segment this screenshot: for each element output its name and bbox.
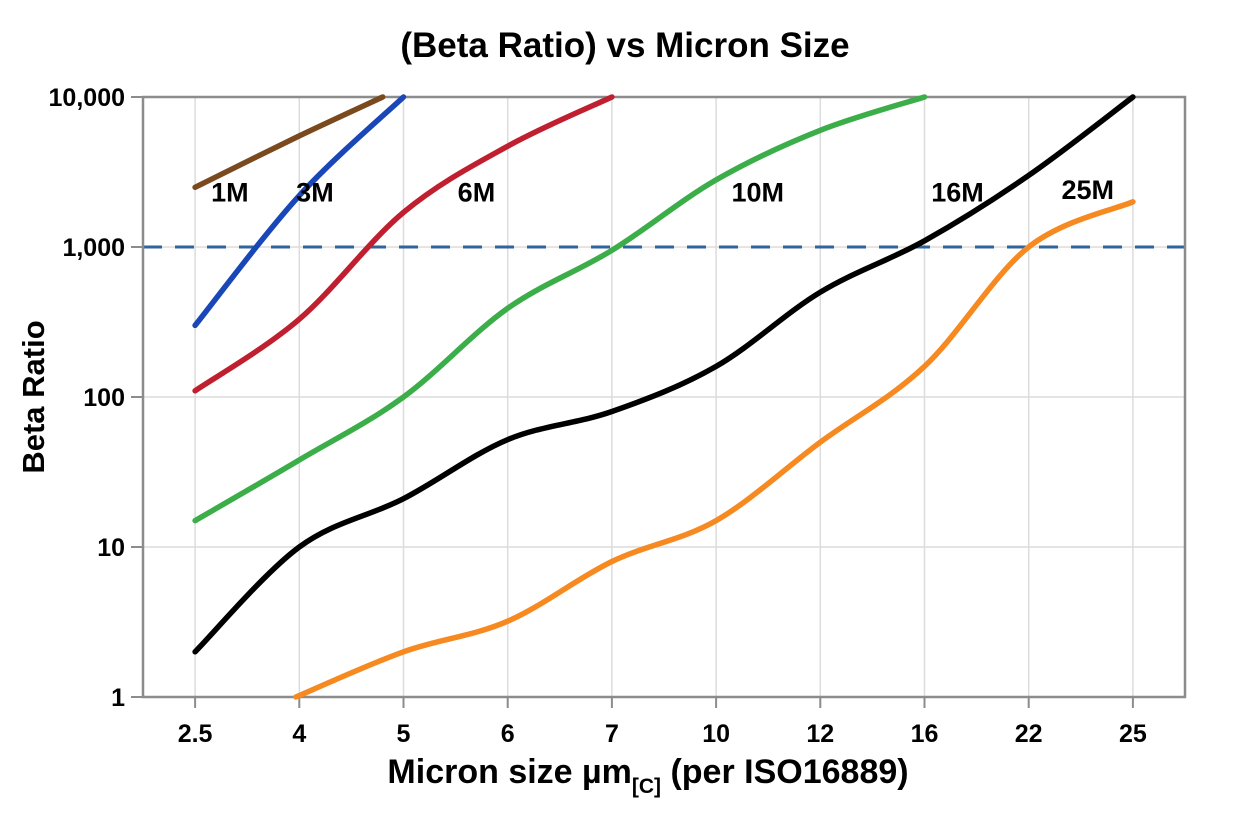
- curve-label-16M: 16M: [931, 178, 984, 208]
- series-labels: 1M 3M 6M 10M 16M 25M: [211, 175, 1114, 208]
- data-curves: [192, 94, 1136, 700]
- x-tick-label: 2.5: [178, 720, 213, 748]
- curve-label-10M: 10M: [732, 178, 785, 208]
- curve-3M: [192, 94, 407, 329]
- x-tick-label: 4: [292, 720, 306, 748]
- curve-16M: [192, 94, 1136, 655]
- x-tick-label: 25: [1119, 720, 1147, 748]
- x-tick-label: 5: [397, 720, 411, 748]
- x-tick-labels: 2.5 4 5 6 7 10 12 16 22 25: [178, 720, 1147, 748]
- curve-25M: [293, 199, 1136, 700]
- x-tick-label: 6: [501, 720, 515, 748]
- curve-label-6M: 6M: [458, 178, 496, 208]
- x-axis-title-subscript: [C]: [632, 775, 661, 798]
- x-axis-title-main: Micron size µm: [387, 753, 631, 791]
- chart-title: (Beta Ratio) vs Micron Size: [400, 26, 849, 65]
- x-tick-label: 16: [911, 720, 939, 748]
- x-axis-title-tail: (per ISO16889): [661, 753, 909, 791]
- x-tick-label: 12: [806, 720, 834, 748]
- x-tick-label: 22: [1015, 720, 1043, 748]
- x-axis-title: Micron size µm[C] (per ISO16889): [387, 753, 908, 798]
- curve-label-25M: 25M: [1061, 175, 1114, 205]
- curve-6M: [192, 94, 615, 394]
- x-tick-label: 10: [702, 720, 730, 748]
- curve-1M: [192, 94, 386, 191]
- y-tick-labels: 10,000 1,000 100 10 1: [49, 84, 126, 712]
- y-tick-label: 10: [97, 534, 125, 562]
- curve-10M: [192, 94, 928, 524]
- y-tick-label: 1,000: [62, 234, 125, 262]
- y-tick-label: 10,000: [49, 84, 125, 112]
- y-tick-label: 1: [111, 684, 125, 712]
- x-tick-label: 7: [605, 720, 619, 748]
- curve-label-3M: 3M: [296, 178, 334, 208]
- y-axis-title: Beta Ratio: [16, 320, 51, 473]
- axis-ticks: [131, 96, 1134, 708]
- curve-label-1M: 1M: [211, 178, 249, 208]
- y-tick-label: 100: [83, 384, 125, 412]
